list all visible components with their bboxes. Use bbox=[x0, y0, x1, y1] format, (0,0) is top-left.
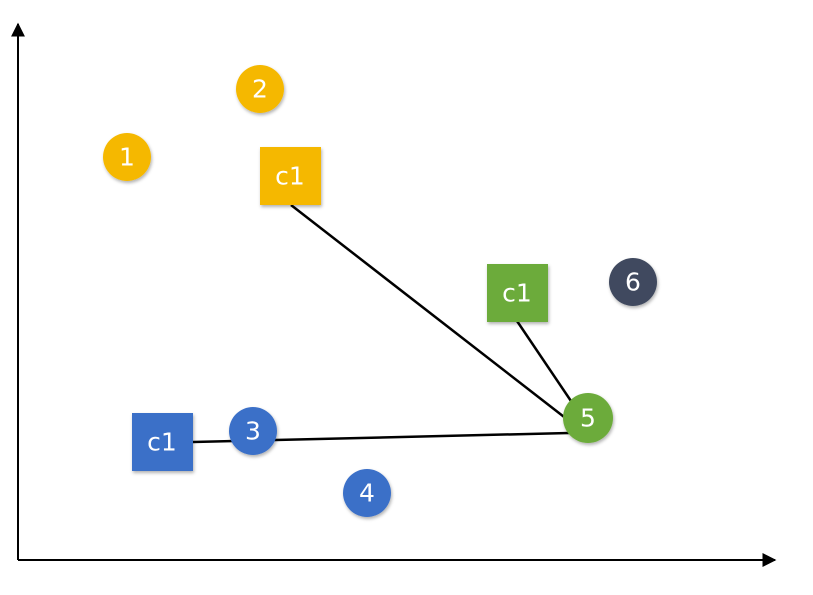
point-label: 3 bbox=[245, 417, 261, 446]
point-5: 5 bbox=[563, 393, 613, 443]
centroid-label: c1 bbox=[147, 428, 177, 457]
point-label: 1 bbox=[119, 143, 135, 172]
distance-line-green bbox=[515, 320, 575, 405]
centroid-yellow: c1 bbox=[260, 147, 321, 205]
centroid-label: c1 bbox=[502, 279, 532, 308]
point-label: 2 bbox=[252, 75, 268, 104]
point-label: 5 bbox=[580, 404, 596, 433]
centroid-blue: c1 bbox=[132, 413, 193, 471]
point-3: 3 bbox=[229, 407, 277, 455]
distance-line-yellow bbox=[290, 204, 569, 421]
point-2: 2 bbox=[236, 65, 284, 113]
point-6: 6 bbox=[609, 258, 657, 306]
point-label: 6 bbox=[625, 268, 641, 297]
point-4: 4 bbox=[343, 469, 391, 517]
point-1: 1 bbox=[103, 133, 151, 181]
centroid-label: c1 bbox=[275, 162, 305, 191]
centroid-green: c1 bbox=[487, 264, 548, 322]
point-label: 4 bbox=[359, 479, 375, 508]
